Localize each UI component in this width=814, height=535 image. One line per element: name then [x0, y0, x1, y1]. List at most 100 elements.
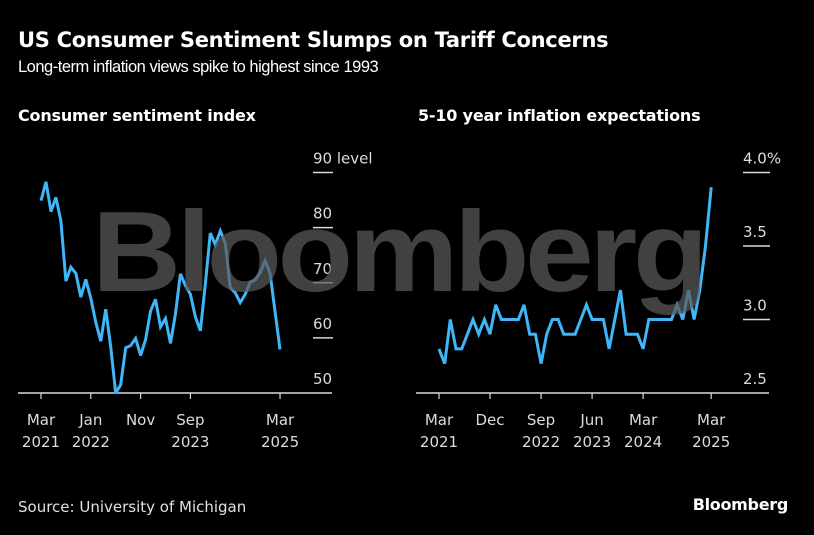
- inflation-data-point: [574, 333, 576, 335]
- inflation-xtick-year: 2021: [420, 433, 458, 451]
- sentiment-xtick-year: 2022: [72, 433, 110, 451]
- inflation-series-line: [437, 187, 713, 365]
- sentiment-data-point: [124, 347, 126, 349]
- chart-title: US Consumer Sentiment Slumps on Tariff C…: [18, 28, 609, 52]
- sentiment-data-point: [129, 344, 131, 346]
- inflation-data-point: [472, 318, 474, 320]
- inflation-data-point: [682, 318, 684, 320]
- left-panel-title: Consumer sentiment index: [18, 106, 256, 125]
- sentiment-xtick-label: Nov: [126, 411, 155, 429]
- inflation-data-point: [546, 333, 548, 335]
- sentiment-data-point: [144, 338, 146, 340]
- inflation-xtick-label: Dec: [476, 411, 505, 429]
- inflation-data-point: [500, 318, 502, 320]
- sentiment-data-point: [70, 266, 72, 268]
- inflation-data-point: [693, 318, 695, 320]
- inflation-data-point: [477, 333, 479, 335]
- inflation-data-point: [449, 318, 451, 320]
- inflation-xtick-year: 2023: [573, 433, 611, 451]
- sentiment-data-point: [139, 354, 141, 356]
- sentiment-data-point: [100, 340, 102, 342]
- sentiment-xtick-label: Mar: [27, 411, 56, 429]
- inflation-data-point: [659, 318, 661, 320]
- inflation-data-point: [710, 186, 712, 188]
- sentiment-series-line: [39, 181, 282, 394]
- inflation-data-point: [568, 333, 570, 335]
- sentiment-ytick-label: 50: [313, 370, 332, 388]
- inflation-data-point: [517, 318, 519, 320]
- inflation-data-point: [455, 348, 457, 350]
- sentiment-xtick-label: Jan: [78, 411, 102, 429]
- source-note: Source: University of Michigan: [18, 498, 247, 516]
- sentiment-data-point: [60, 220, 62, 222]
- inflation-ytick-label: 3.0: [743, 297, 767, 315]
- sentiment-data-point: [159, 326, 161, 328]
- right-panel-title: 5-10 year inflation expectations: [418, 106, 701, 125]
- inflation-ytick-label: 4.0%: [743, 150, 781, 168]
- inflation-xtick-label: Jun: [579, 411, 603, 429]
- inflation-data-point: [653, 318, 655, 320]
- sentiment-xtick-year: 2021: [22, 433, 60, 451]
- inflation-data-point: [642, 348, 644, 350]
- inflation-data-point: [540, 362, 542, 364]
- inflation-data-point: [483, 318, 485, 320]
- sentiment-xtick-year: 2023: [171, 433, 209, 451]
- inflation-data-point: [506, 318, 508, 320]
- inflation-xtick-label: Sep: [527, 411, 555, 429]
- sentiment-data-point: [164, 317, 166, 319]
- inflation-data-point: [665, 318, 667, 320]
- sentiment-data-point: [194, 316, 196, 318]
- inflation-data-point: [466, 333, 468, 335]
- inflation-data-point: [591, 318, 593, 320]
- inflation-data-point: [460, 348, 462, 350]
- inflation-data-point: [648, 318, 650, 320]
- inflation-data-point: [625, 333, 627, 335]
- sentiment-data-point: [75, 272, 77, 274]
- sentiment-xtick-label: Mar: [266, 411, 295, 429]
- sentiment-data-point: [169, 342, 171, 344]
- inflation-data-point: [551, 318, 553, 320]
- sentiment-data-point: [95, 321, 97, 323]
- inflation-data-point: [597, 318, 599, 320]
- sentiment-data-point: [134, 337, 136, 339]
- bloomberg-watermark: Bloomberg: [92, 189, 704, 316]
- inflation-data-point: [489, 333, 491, 335]
- inflation-data-point: [534, 333, 536, 335]
- chart-subtitle: Long-term inflation views spike to highe…: [18, 57, 379, 76]
- inflation-data-point: [529, 333, 531, 335]
- sentiment-data-point: [45, 181, 47, 183]
- sentiment-data-point: [199, 330, 201, 332]
- sentiment-data-point: [50, 210, 52, 212]
- sentiment-ytick-label: 80: [313, 205, 332, 223]
- sentiment-data-point: [110, 345, 112, 347]
- sentiment-xtick-year: 2025: [261, 433, 299, 451]
- sentiment-ytick-label: 90 level: [313, 150, 373, 168]
- inflation-xtick-label: Mar: [425, 411, 454, 429]
- inflation-data-point: [614, 318, 616, 320]
- inflation-data-point: [563, 333, 565, 335]
- inflation-data-point: [443, 362, 445, 364]
- inflation-xtick-label: Mar: [629, 411, 658, 429]
- sentiment-data-point: [55, 196, 57, 198]
- inflation-data-point: [602, 318, 604, 320]
- sentiment-data-point: [65, 280, 67, 282]
- sentiment-data-point: [80, 296, 82, 298]
- bloomberg-logo: Bloomberg: [692, 495, 789, 514]
- sentiment-panel: 90 level 80 70 60 50 Mar 2021 Jan 2022 Nov Sep 2023…: [18, 150, 373, 451]
- inflation-data-point: [704, 245, 706, 247]
- inflation-xtick-year: 2024: [624, 433, 662, 451]
- inflation-data-point: [608, 348, 610, 350]
- inflation-data-point: [636, 333, 638, 335]
- inflation-data-point: [512, 318, 514, 320]
- sentiment-data-point: [85, 278, 87, 280]
- inflation-data-point: [631, 333, 633, 335]
- inflation-panel: 4.0% 3.5 3.0 2.5 Mar 2021 Dec Sep 2022 Jun 2023 Mar…: [416, 150, 781, 451]
- inflation-ytick-label: 3.5: [743, 223, 767, 241]
- inflation-xtick-year: 2022: [522, 433, 560, 451]
- sentiment-data-point: [40, 199, 42, 201]
- inflation-xtick-year: 2025: [692, 433, 730, 451]
- sentiment-data-point: [279, 348, 281, 350]
- inflation-xtick-label: Mar: [697, 411, 726, 429]
- sentiment-xtick-label: Sep: [176, 411, 204, 429]
